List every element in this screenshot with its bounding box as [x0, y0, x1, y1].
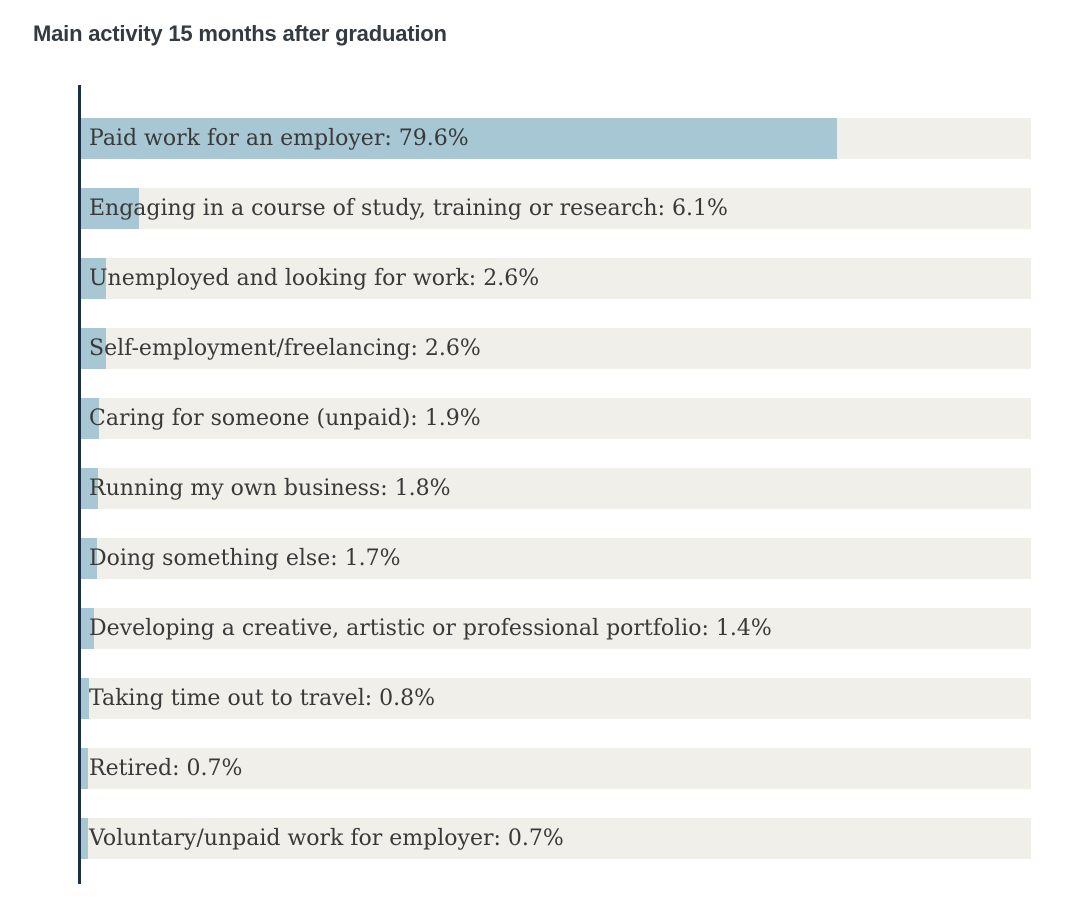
bar-fill: [81, 188, 139, 229]
bar-row: Running my own business: 1.8%: [81, 468, 1031, 509]
bar-fill: [81, 538, 98, 579]
bar-label: Running my own business: 1.8%: [89, 476, 451, 501]
bar-label: Retired: 0.7%: [89, 756, 243, 781]
bar-fill: [81, 258, 106, 299]
bar-row: Unemployed and looking for work: 2.6%: [81, 258, 1031, 299]
bar-fill: [81, 608, 95, 649]
bar-fill: [81, 748, 88, 789]
bar-label: Self-employment/freelancing: 2.6%: [89, 336, 481, 361]
bar-row: Caring for someone (unpaid): 1.9%: [81, 398, 1031, 439]
bar-label: Developing a creative, artistic or profe…: [89, 616, 772, 641]
bar-label: Unemployed and looking for work: 2.6%: [89, 266, 540, 291]
bar-fill: [81, 818, 88, 859]
bar-row: Taking time out to travel: 0.8%: [81, 678, 1031, 719]
bar-fill: [81, 678, 89, 719]
bar-label: Engaging in a course of study, training …: [89, 196, 728, 221]
bar-fill: [81, 398, 100, 439]
bar-fill: [81, 468, 99, 509]
bar-rows-container: Paid work for an employer: 79.6% Engagin…: [81, 118, 1031, 888]
bar-row: Retired: 0.7%: [81, 748, 1031, 789]
bar-row: Doing something else: 1.7%: [81, 538, 1031, 579]
bar-fill: [81, 328, 106, 369]
bar-label: Doing something else: 1.7%: [89, 546, 401, 571]
bar-label: Caring for someone (unpaid): 1.9%: [89, 406, 481, 431]
bar-row: Developing a creative, artistic or profe…: [81, 608, 1031, 649]
bar-fill: [81, 118, 838, 159]
chart-title: Main activity 15 months after graduation: [33, 21, 447, 46]
y-axis-line: [78, 85, 81, 884]
bar-row: Engaging in a course of study, training …: [81, 188, 1031, 229]
bar-row: Paid work for an employer: 79.6%: [81, 118, 1031, 159]
bar-label: Voluntary/unpaid work for employer: 0.7%: [89, 826, 564, 851]
bar-row: Self-employment/freelancing: 2.6%: [81, 328, 1031, 369]
bar-label: Taking time out to travel: 0.8%: [89, 686, 436, 711]
bar-label: Paid work for an employer: 79.6%: [89, 126, 469, 151]
bar-row: Voluntary/unpaid work for employer: 0.7%: [81, 818, 1031, 859]
